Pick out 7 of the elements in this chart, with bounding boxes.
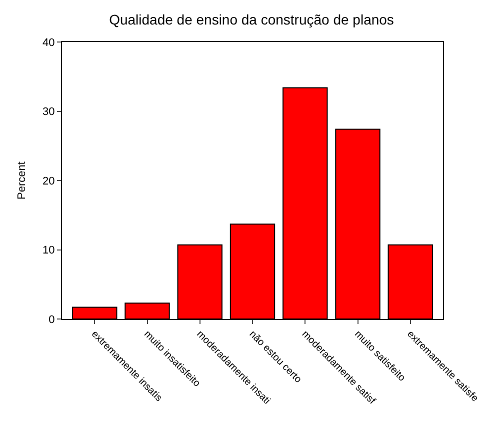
chart-title: Qualidade de ensino da construção de planos: [109, 12, 394, 28]
y-axis-title: Percent: [16, 162, 28, 200]
y-tick-label: 0: [48, 314, 55, 326]
y-tick-label: 30: [42, 106, 55, 118]
y-tick-label: 40: [42, 36, 55, 49]
y-tick-label: 10: [42, 244, 55, 257]
y-tick-label: 20: [42, 175, 55, 188]
